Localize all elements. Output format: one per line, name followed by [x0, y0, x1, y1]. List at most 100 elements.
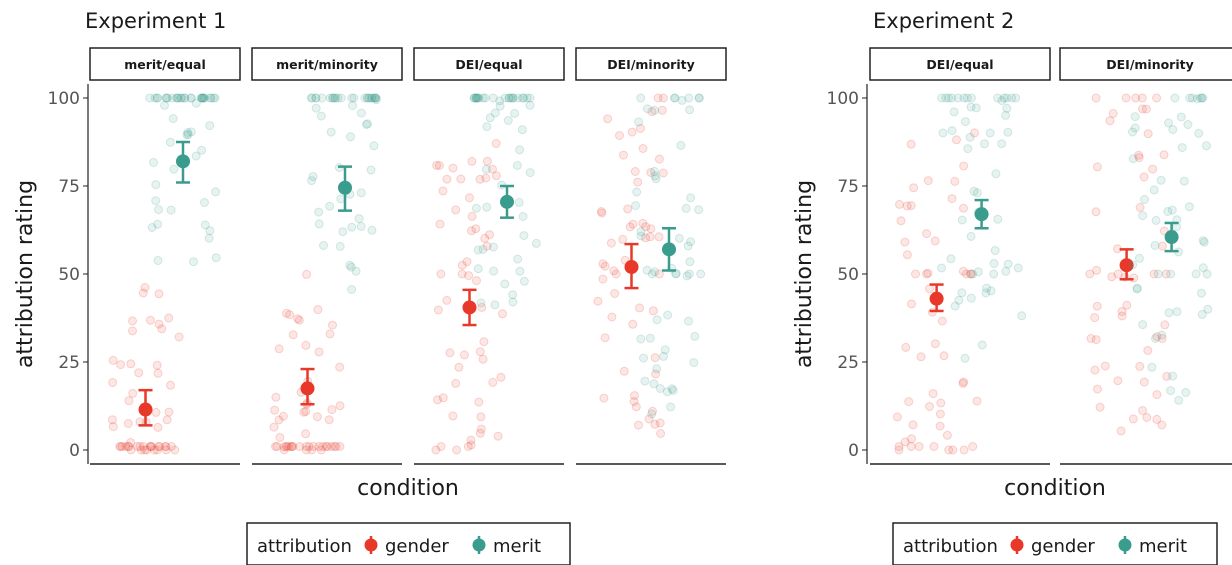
raw-point — [299, 407, 309, 417]
raw-point — [211, 253, 221, 263]
raw-point — [326, 442, 336, 451]
raw-point — [108, 355, 118, 365]
raw-point — [982, 283, 992, 293]
raw-point — [959, 203, 968, 213]
raw-point — [655, 418, 665, 428]
raw-point — [651, 174, 661, 184]
raw-point — [294, 315, 304, 325]
raw-point — [968, 442, 978, 451]
raw-point — [346, 132, 355, 142]
raw-point — [200, 220, 210, 230]
raw-point — [369, 141, 379, 151]
raw-point — [463, 442, 473, 451]
raw-point — [949, 107, 959, 117]
raw-point — [600, 261, 610, 271]
raw-point — [1116, 426, 1126, 436]
raw-point — [1194, 128, 1204, 138]
raw-point — [986, 286, 996, 296]
raw-point — [667, 384, 677, 394]
raw-point — [335, 442, 345, 451]
raw-point — [989, 259, 999, 268]
y-tick-label: 0 — [69, 441, 80, 461]
raw-point — [658, 93, 668, 103]
raw-point — [972, 396, 982, 406]
raw-point — [128, 316, 137, 326]
raw-point — [147, 442, 156, 451]
raw-point — [636, 334, 646, 344]
raw-point — [282, 308, 291, 318]
raw-point — [454, 362, 464, 372]
raw-point — [633, 177, 643, 187]
raw-point — [906, 139, 916, 149]
raw-point — [474, 93, 484, 103]
raw-point — [1135, 202, 1145, 212]
raw-point — [1131, 93, 1141, 103]
raw-point — [1184, 202, 1194, 212]
raw-point — [309, 442, 319, 451]
raw-point — [108, 378, 118, 387]
raw-point — [200, 93, 210, 103]
raw-point — [457, 260, 467, 270]
raw-point — [151, 196, 161, 206]
raw-point — [1176, 112, 1186, 122]
raw-point — [947, 194, 957, 204]
facet-panel: DEI/equal — [869, 47, 1051, 465]
mean-point-gender — [929, 291, 944, 306]
raw-points-merit — [469, 93, 541, 310]
raw-point — [642, 265, 652, 275]
raw-point — [311, 103, 321, 113]
raw-point — [517, 125, 527, 135]
raw-point — [963, 144, 973, 154]
raw-point — [301, 429, 311, 439]
raw-point — [362, 93, 372, 103]
raw-point — [319, 241, 328, 250]
raw-point — [466, 435, 476, 445]
mean-point-merit — [974, 207, 989, 222]
raw-point — [369, 93, 379, 103]
raw-point — [965, 132, 975, 142]
mean-point-gender — [300, 381, 315, 396]
raw-point — [1202, 141, 1211, 151]
raw-point — [1152, 93, 1162, 103]
raw-point — [916, 352, 926, 362]
raw-point — [513, 93, 523, 103]
raw-point — [361, 120, 371, 129]
raw-point — [489, 242, 498, 252]
raw-point — [907, 434, 916, 444]
raw-point — [473, 264, 483, 274]
raw-point — [1129, 273, 1139, 283]
legend-key-point-merit — [472, 538, 486, 552]
raw-point — [1135, 361, 1145, 371]
raw-point — [950, 176, 960, 186]
raw-point — [650, 105, 660, 115]
raw-point — [942, 430, 952, 440]
raw-point — [1196, 93, 1206, 103]
raw-point — [674, 233, 684, 243]
raw-point — [631, 402, 641, 412]
raw-point — [1141, 104, 1151, 114]
raw-point — [967, 93, 976, 103]
raw-point — [508, 290, 518, 300]
raw-point — [197, 93, 207, 103]
raw-point — [944, 445, 954, 455]
mean-point-merit — [500, 194, 514, 209]
raw-point — [1157, 241, 1167, 251]
facet-panel: DEI/minority — [575, 47, 727, 465]
raw-point — [326, 127, 336, 137]
raw-point — [330, 442, 339, 451]
raw-point — [1198, 93, 1208, 103]
raw-point — [985, 128, 995, 138]
raw-point — [928, 389, 938, 399]
raw-point — [153, 422, 163, 432]
raw-point — [946, 254, 956, 264]
raw-point — [493, 431, 503, 441]
raw-point — [651, 369, 661, 379]
raw-point — [490, 108, 500, 118]
raw-point — [1153, 269, 1163, 279]
raw-point — [151, 180, 161, 190]
raw-point — [1092, 265, 1102, 275]
raw-point — [436, 442, 446, 451]
raw-point — [311, 93, 321, 103]
raw-point — [469, 93, 479, 103]
raw-point — [892, 412, 902, 422]
